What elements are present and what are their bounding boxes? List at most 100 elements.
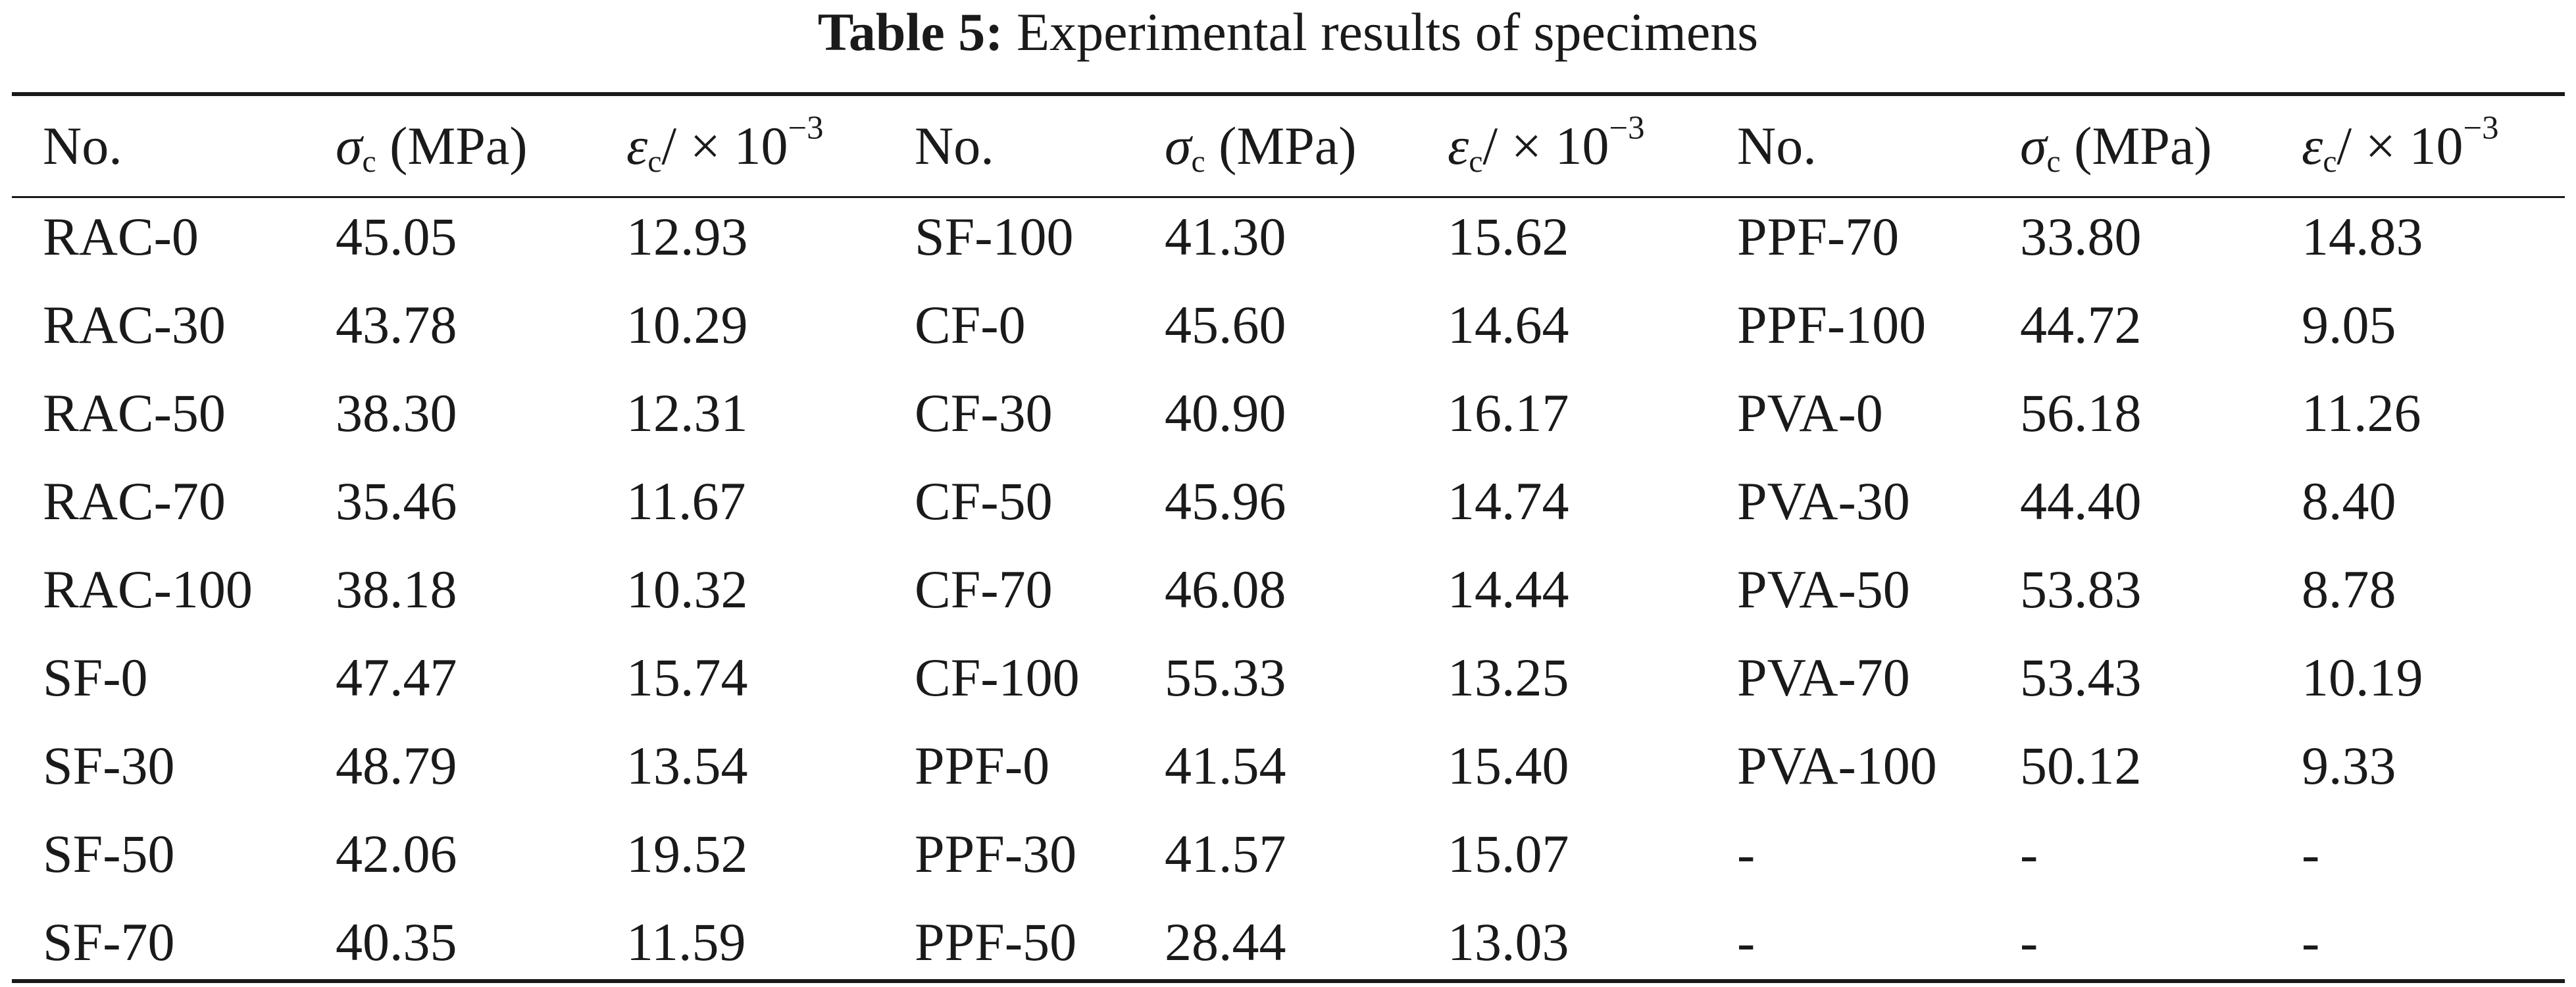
- strain-unit: / × 10: [2336, 116, 2463, 176]
- table-cell-compressive-strength: 55.33: [1165, 647, 1286, 707]
- epsilon-symbol: ε: [626, 116, 648, 176]
- table-cell-compressive-strength: 53.83: [2020, 559, 2142, 619]
- table-cell-peak-strain: 11.26: [2302, 383, 2421, 443]
- table-cell-compressive-strength: 44.72: [2020, 295, 2142, 355]
- table-cell-specimen-no: PPF-100: [1737, 295, 1927, 355]
- header-no-text: No.: [43, 116, 122, 176]
- table-cell-peak-strain: 11.59: [626, 912, 746, 972]
- epsilon-subscript: c: [1469, 144, 1483, 179]
- strain-exponent: −3: [788, 109, 824, 146]
- table-cell-peak-strain: 8.40: [2302, 471, 2396, 531]
- table-cell-compressive-strength: 45.96: [1165, 471, 1286, 531]
- header-stress: σc (MPa): [2020, 113, 2212, 179]
- table-caption: Table 5: Experimental results of specime…: [0, 3, 2576, 62]
- table-cell-peak-strain: 13.54: [626, 736, 748, 796]
- table-header-rule: [12, 196, 2565, 198]
- header-stress: σc (MPa): [336, 113, 528, 179]
- table-cell-peak-strain: 14.64: [1448, 295, 1569, 355]
- table-cell-specimen-no: PVA-70: [1737, 647, 1910, 707]
- stress-unit: (MPa): [2060, 116, 2212, 176]
- table-cell-compressive-strength: 45.05: [336, 207, 457, 266]
- table-cell-peak-strain: 15.62: [1448, 207, 1569, 266]
- stress-unit: (MPa): [376, 116, 528, 176]
- header-stress: σc (MPa): [1165, 113, 1357, 179]
- sigma-symbol: σ: [336, 116, 363, 176]
- table-cell-specimen-no: PPF-50: [915, 912, 1077, 972]
- sigma-subscript: c: [2046, 144, 2061, 179]
- table-cell-compressive-strength: 47.47: [336, 647, 457, 707]
- table-cell-compressive-strength: 40.90: [1165, 383, 1286, 443]
- table-cell-peak-strain: 10.29: [626, 295, 748, 355]
- table-cell-peak-strain: 12.93: [626, 207, 748, 266]
- table-cell-peak-strain: 10.19: [2302, 647, 2423, 707]
- table-cell-peak-strain: 14.74: [1448, 471, 1569, 531]
- table-cell-peak-strain: 8.78: [2302, 559, 2396, 619]
- table-cell-compressive-strength: 50.12: [2020, 736, 2142, 796]
- strain-unit: / × 10: [1482, 116, 1609, 176]
- table-caption-label: Table 5:: [817, 2, 1003, 62]
- table-cell-specimen-no: CF-100: [915, 647, 1080, 707]
- table-cell-peak-strain: 16.17: [1448, 383, 1569, 443]
- table-cell-peak-strain: 13.03: [1448, 912, 1569, 972]
- sigma-subscript: c: [362, 144, 376, 179]
- table-cell-peak-strain: 11.67: [626, 471, 746, 531]
- table-cell-compressive-strength: 35.46: [336, 471, 457, 531]
- table-cell-specimen-no: CF-50: [915, 471, 1053, 531]
- header-strain: εc/ × 10−3: [626, 111, 824, 179]
- table-cell-peak-strain: -: [2302, 912, 2320, 972]
- table-cell-compressive-strength: 45.60: [1165, 295, 1286, 355]
- table-cell-compressive-strength: 43.78: [336, 295, 457, 355]
- table-cell-specimen-no: RAC-0: [43, 207, 199, 266]
- header-strain: εc/ × 10−3: [2302, 111, 2499, 179]
- table-bottom-rule: [12, 979, 2565, 983]
- table-cell-compressive-strength: 53.43: [2020, 647, 2142, 707]
- header-no-text: No.: [915, 116, 994, 176]
- table-cell-specimen-no: RAC-70: [43, 471, 226, 531]
- table-cell-specimen-no: PPF-0: [915, 736, 1050, 796]
- table-cell-specimen-no: SF-50: [43, 824, 175, 884]
- strain-unit: / × 10: [661, 116, 788, 176]
- sigma-symbol: σ: [1165, 116, 1192, 176]
- table-cell-peak-strain: 14.44: [1448, 559, 1569, 619]
- table-cell-peak-strain: 9.05: [2302, 295, 2396, 355]
- table-cell-specimen-no: SF-30: [43, 736, 175, 796]
- header-no-text: No.: [1737, 116, 1817, 176]
- table-cell-specimen-no: -: [1737, 912, 1755, 972]
- epsilon-subscript: c: [2323, 144, 2337, 179]
- header-strain: εc/ × 10−3: [1448, 111, 1645, 179]
- table-cell-specimen-no: CF-70: [915, 559, 1053, 619]
- table-cell-peak-strain: 15.40: [1448, 736, 1569, 796]
- table-cell-specimen-no: RAC-50: [43, 383, 226, 443]
- table-cell-specimen-no: SF-70: [43, 912, 175, 972]
- table-cell-peak-strain: 15.74: [626, 647, 748, 707]
- table-cell-peak-strain: 15.07: [1448, 824, 1569, 884]
- sigma-symbol: σ: [2020, 116, 2047, 176]
- epsilon-subscript: c: [647, 144, 662, 179]
- table-cell-compressive-strength: 41.57: [1165, 824, 1286, 884]
- table-cell-specimen-no: CF-30: [915, 383, 1053, 443]
- header-no: No.: [1737, 113, 1817, 179]
- table-cell-compressive-strength: 56.18: [2020, 383, 2142, 443]
- table-cell-specimen-no: CF-0: [915, 295, 1026, 355]
- table-cell-specimen-no: SF-0: [43, 647, 148, 707]
- header-no: No.: [43, 113, 122, 179]
- table-cell-compressive-strength: 38.30: [336, 383, 457, 443]
- table-cell-specimen-no: PVA-100: [1737, 736, 1937, 796]
- table-cell-specimen-no: PVA-0: [1737, 383, 1883, 443]
- table-cell-specimen-no: SF-100: [915, 207, 1074, 266]
- table-cell-compressive-strength: 41.54: [1165, 736, 1286, 796]
- table-cell-compressive-strength: 33.80: [2020, 207, 2142, 266]
- table-cell-compressive-strength: 41.30: [1165, 207, 1286, 266]
- epsilon-symbol: ε: [2302, 116, 2323, 176]
- sigma-subscript: c: [1191, 144, 1205, 179]
- table-cell-peak-strain: 12.31: [626, 383, 748, 443]
- table-cell-compressive-strength: 46.08: [1165, 559, 1286, 619]
- table-cell-peak-strain: 9.33: [2302, 736, 2396, 796]
- table-cell-specimen-no: RAC-30: [43, 295, 226, 355]
- table-cell-specimen-no: PPF-70: [1737, 207, 1900, 266]
- table-cell-peak-strain: 19.52: [626, 824, 748, 884]
- table-caption-text: Experimental results of specimens: [1017, 2, 1759, 62]
- table-cell-compressive-strength: -: [2020, 824, 2038, 884]
- table-cell-compressive-strength: -: [2020, 912, 2038, 972]
- table-cell-compressive-strength: 42.06: [336, 824, 457, 884]
